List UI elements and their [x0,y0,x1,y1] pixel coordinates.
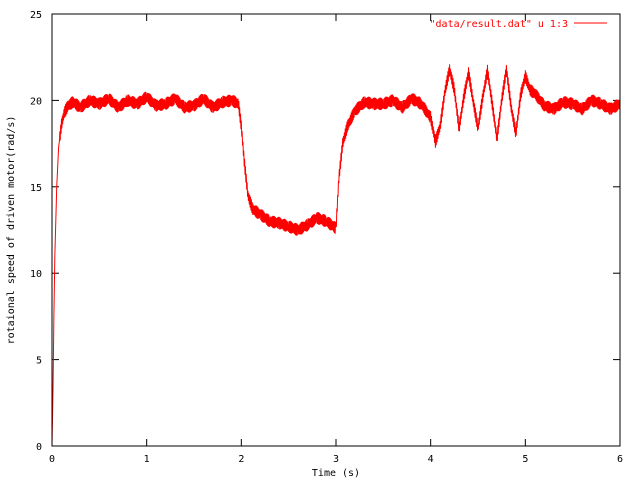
x-tick-label: 3 [333,454,339,465]
x-tick-label: 1 [144,454,150,465]
y-tick-label: 5 [36,356,42,367]
x-tick-label: 4 [428,454,434,465]
x-axis-tick-labels: 0 1 2 3 4 5 6 [49,454,623,465]
y-axis-ticks [52,13,620,447]
series-line-0 [51,64,621,447]
x-tick-label: 5 [522,454,528,465]
x-tick-label: 0 [49,454,55,465]
y-tick-label: 20 [30,96,42,107]
x-axis-ticks [51,14,621,446]
x-tick-label: 2 [238,454,244,465]
y-tick-label: 10 [30,269,42,280]
x-tick-label: 6 [617,454,623,465]
y-axis-tick-labels: 0 5 10 15 20 25 [30,10,42,453]
y-tick-label: 0 [36,442,42,453]
legend: "data/result.dat" u 1:3 [430,19,607,30]
x-axis-label: Time (s) [312,468,360,479]
y-tick-label: 15 [30,183,42,194]
y-tick-label: 25 [30,10,42,21]
plot-frame [51,13,621,447]
legend-series-label: "data/result.dat" u 1:3 [430,19,568,30]
series-layer [51,64,621,447]
y-axis-label: rotaional speed of driven motor(rad/s) [6,116,17,345]
